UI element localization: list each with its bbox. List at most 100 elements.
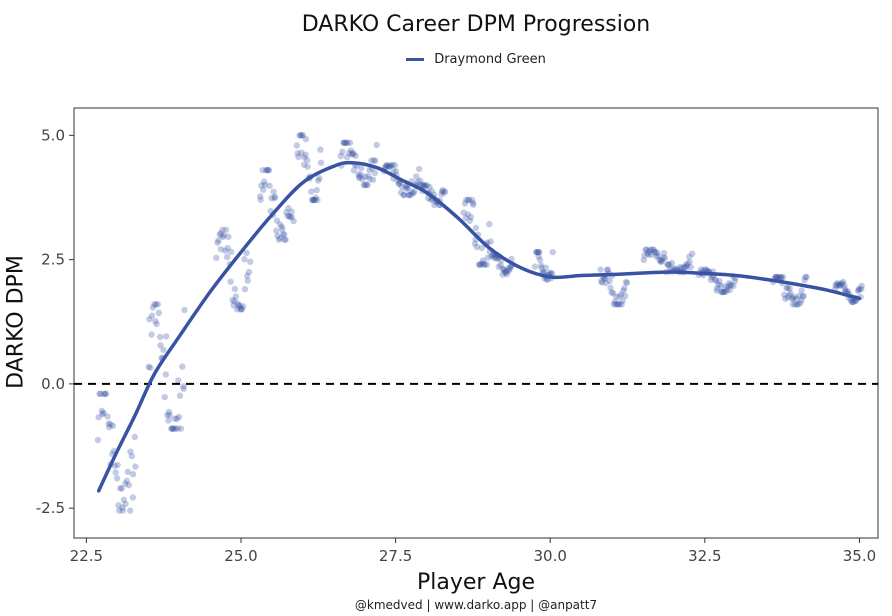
data-point (355, 171, 362, 178)
data-point (298, 132, 305, 139)
data-point (172, 425, 179, 432)
data-point (271, 194, 278, 202)
data-point (241, 285, 249, 293)
data-point (423, 182, 431, 189)
data-point (682, 261, 690, 269)
data-point (339, 148, 346, 156)
data-point (170, 425, 178, 432)
data-point (668, 259, 676, 267)
data-point (382, 163, 389, 170)
data-point (109, 422, 117, 429)
data-point (100, 409, 107, 417)
data-point (400, 191, 407, 199)
data-point (298, 149, 305, 156)
data-point (415, 165, 423, 173)
data-point (119, 504, 126, 511)
data-point (243, 272, 251, 279)
x-tick-label: 32.5 (688, 547, 721, 565)
data-point (115, 502, 122, 509)
data-point (352, 152, 359, 160)
chart-title: DARKO Career DPM Progression (301, 12, 651, 37)
data-point (858, 282, 865, 290)
data-point (731, 277, 739, 285)
data-point (794, 301, 801, 308)
data-point (612, 301, 619, 308)
data-point (719, 288, 726, 296)
data-point (712, 277, 720, 285)
data-point (611, 298, 619, 305)
data-point (472, 224, 480, 232)
data-point (466, 217, 474, 225)
data-point (295, 153, 302, 161)
data-point (677, 265, 685, 272)
data-point (713, 287, 720, 294)
data-point (477, 261, 484, 268)
data-point (616, 293, 623, 300)
data-point (428, 187, 436, 195)
data-point (413, 173, 420, 180)
data-point (122, 480, 129, 487)
data-point (604, 266, 611, 273)
data-point (727, 281, 735, 289)
data-point (231, 285, 239, 293)
data-point (299, 132, 307, 139)
data-point (772, 273, 779, 281)
data-point (122, 500, 129, 508)
data-point (112, 469, 119, 476)
data-point (258, 182, 265, 189)
data-point (224, 253, 231, 261)
data-point (465, 196, 473, 204)
data-point (309, 196, 317, 204)
data-point (507, 263, 514, 271)
data-point (618, 301, 625, 308)
data-point (216, 231, 224, 238)
data-point (360, 181, 368, 189)
data-point (439, 187, 447, 194)
data-point (111, 462, 118, 469)
y-tick-label: -2.5 (36, 499, 65, 517)
data-point (716, 278, 723, 285)
data-point (222, 226, 230, 233)
data-point (838, 280, 846, 287)
data-point (358, 164, 365, 172)
data-point (162, 371, 170, 378)
data-point (715, 281, 722, 288)
data-point (296, 132, 303, 139)
data-point (773, 273, 780, 281)
data-point (469, 199, 477, 207)
data-point (400, 191, 408, 199)
x-tick-label: 25.0 (224, 547, 257, 565)
x-axis-title: Player Age (416, 570, 535, 595)
data-point (726, 286, 733, 294)
data-point (369, 176, 377, 184)
data-point (343, 153, 351, 161)
data-point (275, 236, 283, 243)
data-point (858, 285, 865, 293)
data-point (364, 181, 371, 189)
data-point (124, 468, 132, 476)
data-point (282, 236, 289, 243)
data-point (407, 191, 414, 199)
data-point (304, 163, 311, 170)
data-point (680, 264, 687, 271)
data-point (129, 471, 137, 478)
data-point (283, 209, 290, 216)
data-point (348, 151, 356, 158)
data-point (304, 157, 311, 164)
data-point (419, 181, 427, 189)
data-point (479, 257, 487, 264)
data-point (245, 268, 253, 276)
legend-line-swatch (406, 58, 425, 61)
data-point (475, 261, 483, 268)
data-point (268, 194, 275, 202)
data-point (689, 250, 696, 257)
data-point (844, 288, 852, 295)
data-point (784, 284, 791, 292)
data-point (120, 496, 128, 503)
data-point (391, 161, 398, 169)
data-point (165, 408, 173, 416)
data-point (649, 246, 656, 253)
y-tick-label: 2.5 (41, 251, 65, 269)
data-point (359, 176, 366, 183)
data-point (800, 292, 808, 300)
